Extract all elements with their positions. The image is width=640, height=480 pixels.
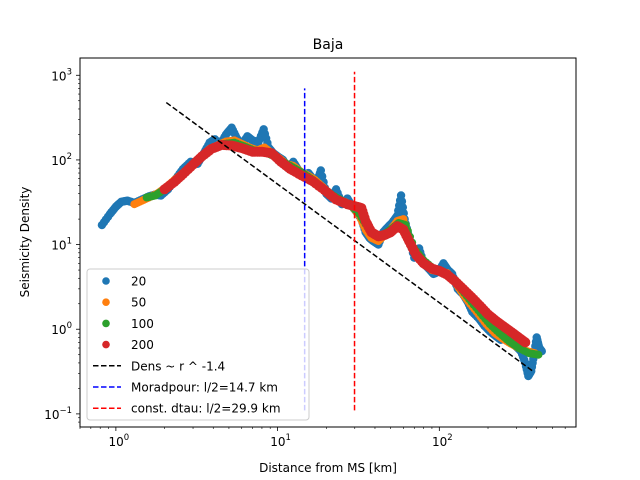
- legend-marker: [102, 340, 110, 349]
- y-tick-label: 10−1: [44, 406, 72, 422]
- legend-label: 100: [131, 317, 154, 331]
- legend-entry: 200: [102, 338, 154, 352]
- powerlaw-fit-line: [165, 101, 533, 372]
- legend-label: const. dtau: l/2=29.9 km: [131, 402, 281, 416]
- legend-marker: [102, 298, 110, 307]
- legend-label: 50: [131, 296, 146, 310]
- legend-entry: 100: [102, 317, 154, 331]
- data-point: [520, 337, 531, 348]
- legend-entry: const. dtau: l/2=29.9 km: [93, 402, 281, 416]
- y-tick-label: 101: [51, 237, 72, 253]
- x-tick-label: 101: [270, 433, 291, 449]
- y-tick-label: 100: [51, 321, 72, 337]
- y-axis: 10−1 100 101 102 103: [44, 67, 80, 423]
- data-point: [534, 350, 543, 359]
- legend-entry: Dens ~ r ^ -1.4: [93, 359, 225, 373]
- chart-title: Baja: [313, 37, 344, 53]
- legend-label: Dens ~ r ^ -1.4: [131, 359, 225, 373]
- reference-lines: [165, 71, 533, 411]
- legend-marker: [102, 277, 110, 285]
- x-axis: 100 101 102: [79, 427, 566, 449]
- y-axis-label: Seismicity Density: [18, 187, 32, 298]
- y-tick-label: 102: [51, 152, 72, 168]
- series-200: [159, 140, 531, 348]
- legend-label: 20: [131, 275, 146, 289]
- x-axis-label: Distance from MS [km]: [259, 461, 397, 475]
- legend-entry: 50: [102, 296, 146, 310]
- x-tick-label: 102: [432, 433, 453, 449]
- legend-label: Moradpour: l/2=14.7 km: [131, 381, 278, 395]
- legend-box: [86, 268, 310, 421]
- x-tick-label: 100: [109, 433, 130, 449]
- legend-entry: Moradpour: l/2=14.7 km: [93, 381, 278, 395]
- legend: 20 50 100 200 Dens ~ r ^ -1.4 Moradpour: l/2=…: [86, 268, 310, 421]
- plot-frame: [79, 57, 577, 428]
- y-tick-label: 103: [51, 67, 72, 83]
- plot-marks: [97, 123, 546, 381]
- legend-marker: [102, 319, 110, 328]
- legend-entry: 20: [102, 275, 146, 289]
- legend-label: 200: [131, 338, 154, 352]
